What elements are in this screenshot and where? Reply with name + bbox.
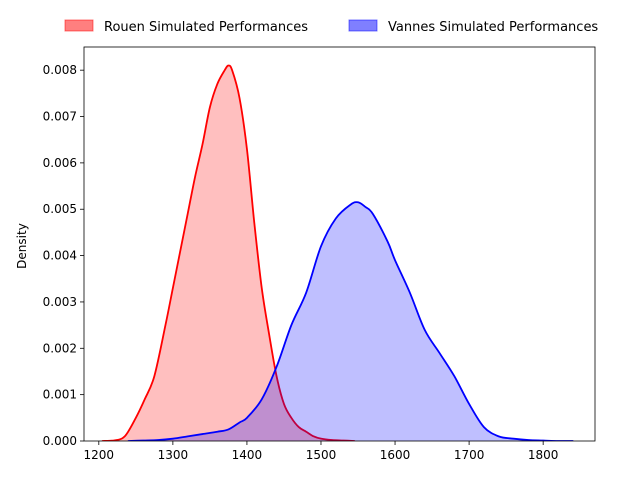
x-tick-label: 1600 <box>380 448 411 462</box>
y-tick-label: 0.007 <box>43 110 77 124</box>
y-tick-label: 0.003 <box>43 295 77 309</box>
rouen-simulated-performances-area <box>102 65 355 441</box>
legend: Rouen Simulated Performances Vannes Simul… <box>64 19 598 35</box>
legend-swatch <box>348 19 378 32</box>
y-tick-label: 0.008 <box>43 63 77 77</box>
x-tick-label: 1800 <box>528 448 559 462</box>
y-tick-label: 0.004 <box>43 249 77 263</box>
axes-frame <box>83 46 596 442</box>
y-tick-label: 0.002 <box>43 341 77 355</box>
y-tick-label: 0.000 <box>43 434 77 448</box>
y-tick-label: 0.005 <box>43 202 77 216</box>
x-tick-label: 1200 <box>84 448 115 462</box>
x-tick-label: 1300 <box>158 448 189 462</box>
x-tick-label: 1500 <box>306 448 337 462</box>
rouen-simulated-performances-line <box>101 64 356 441</box>
series-group <box>101 64 574 441</box>
legend-swatch <box>64 19 94 32</box>
legend-label: Rouen Simulated Performances <box>104 20 308 35</box>
vannes-simulated-performances-area <box>128 202 573 441</box>
axes: 1200 1300 1400 1500 1600 1700 1800 0.000 0.001 0.… <box>43 46 596 462</box>
plot-area <box>101 64 574 441</box>
x-tick-label: 1400 <box>232 448 263 462</box>
vannes-simulated-performances-line <box>127 201 574 441</box>
y-tick-label: 0.001 <box>43 388 77 402</box>
y-axis-label: Density <box>15 223 29 269</box>
x-tick-label: 1700 <box>454 448 485 462</box>
y-tick-label: 0.006 <box>43 156 77 170</box>
legend-label: Vannes Simulated Performances <box>388 20 598 35</box>
